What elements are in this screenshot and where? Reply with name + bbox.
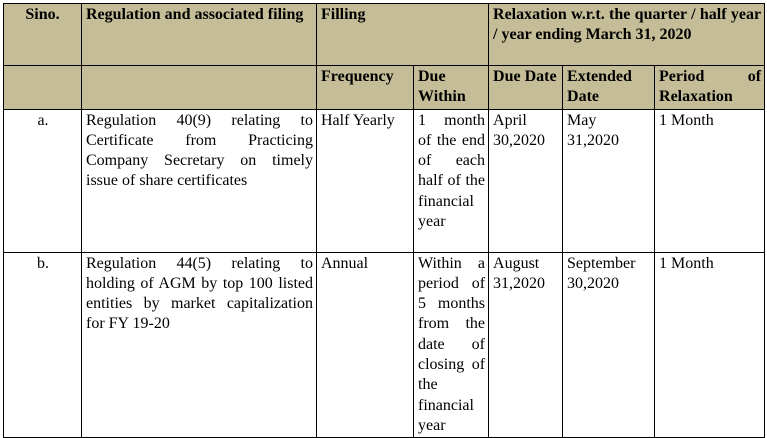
due-within-header: Due Within: [412, 65, 490, 110]
sino-header: Sino.: [3, 3, 82, 66]
table-row: b. Regulation 44(5) relating to holding …: [3, 251, 766, 438]
due-date-cell: April 30,2020: [488, 108, 564, 253]
blank-header-cell: [3, 65, 82, 110]
extended-date-header: Extended Date: [562, 65, 656, 110]
regulation-cell: Regulation 44(5) relating to holding of …: [81, 251, 317, 438]
blank-header-cell: [81, 65, 317, 110]
frequency-header: Frequency: [316, 65, 414, 110]
sino-cell: b.: [3, 251, 82, 438]
sino-cell: a.: [3, 108, 82, 253]
extended-date-cell: September 30,2020: [562, 251, 656, 438]
relaxation-header: Relaxation w.r.t. the quarter / half yea…: [488, 3, 766, 66]
relaxation-table: Sino. Regulation and associated filing F…: [3, 3, 766, 438]
filling-header: Filling: [315, 3, 490, 66]
due-date-header: Due Date: [488, 65, 564, 110]
due-within-cell: 1 month of the end of each half of the f…: [412, 108, 490, 253]
due-within-cell: Within a period of 5 months from the dat…: [412, 251, 490, 438]
regulation-header: Regulation and associated filing: [81, 3, 317, 66]
frequency-cell: Annual: [316, 251, 414, 438]
regulation-cell: Regulation 40(9) relating to Certificate…: [81, 108, 317, 253]
period-cell: 1 Month: [654, 251, 766, 438]
frequency-cell: Half Yearly: [316, 108, 414, 253]
period-of-relaxation-header: Period of Relaxation: [654, 65, 766, 110]
header-row-1: Sino. Regulation and associated filing F…: [3, 3, 766, 66]
period-cell: 1 Month: [654, 108, 766, 253]
header-row-2: Frequency Due Within Due Date Extended D…: [3, 65, 766, 110]
due-date-cell: August 31,2020: [488, 251, 564, 438]
table-row: a. Regulation 40(9) relating to Certific…: [3, 108, 766, 253]
extended-date-cell: May 31,2020: [562, 108, 656, 253]
